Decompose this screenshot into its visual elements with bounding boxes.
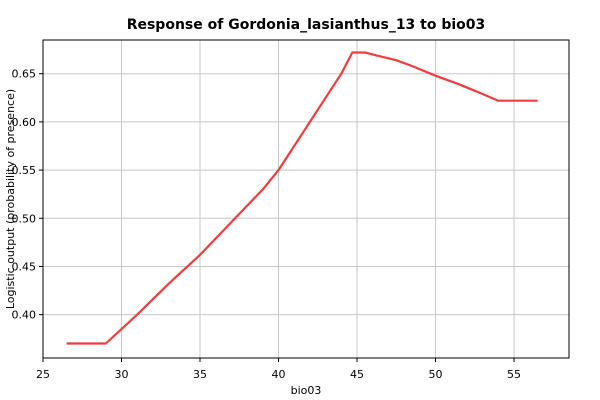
x-tick-label: 25 — [36, 368, 50, 381]
plot-area — [42, 39, 570, 359]
y-tick-label: 0.55 — [12, 164, 37, 177]
y-tick-label: 0.60 — [12, 116, 37, 129]
x-tick-label: 35 — [193, 368, 207, 381]
x-axis: 25 30 35 40 45 50 55 — [36, 358, 521, 381]
x-tick-label: 45 — [350, 368, 364, 381]
y-axis: 0.40 0.45 0.50 0.55 0.60 0.65 — [12, 68, 43, 322]
x-tick-label: 40 — [272, 368, 286, 381]
y-tick-label: 0.65 — [12, 68, 37, 81]
y-tick-label: 0.50 — [12, 212, 37, 225]
chart-title: Response of Gordonia_lasianthus_13 to bi… — [127, 17, 486, 33]
x-tick-label: 50 — [429, 368, 443, 381]
x-axis-label: bio03 — [291, 384, 322, 397]
series-layer — [66, 51, 538, 345]
grid-lines — [43, 40, 569, 358]
y-tick-label: 0.45 — [12, 260, 37, 273]
y-axis-label: Logistic output (probability of presence… — [4, 89, 17, 309]
x-tick-label: 30 — [115, 368, 129, 381]
response-curve-line — [66, 51, 538, 345]
x-tick-label: 55 — [507, 368, 521, 381]
y-tick-label: 0.40 — [12, 309, 37, 322]
